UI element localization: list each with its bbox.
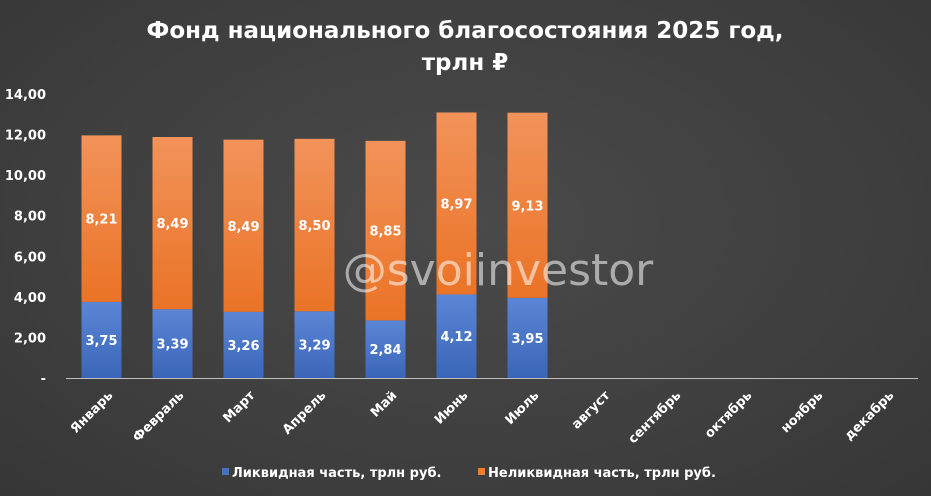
bar-illiquid <box>507 112 548 298</box>
bar-liquid <box>152 309 193 378</box>
bar-liquid <box>81 301 122 378</box>
bar-illiquid <box>436 112 477 295</box>
legend-label: Ликвидная часть, трлн руб. <box>232 466 441 481</box>
x-tick-label: сентябрь <box>626 388 685 447</box>
data-label: 8,50 <box>298 219 330 234</box>
x-tick-label: Январь <box>68 388 116 436</box>
bars <box>81 112 548 378</box>
data-label: 8,21 <box>85 213 117 228</box>
bar-liquid <box>436 294 477 378</box>
data-label: 8,49 <box>227 220 259 235</box>
data-label: 9,13 <box>511 199 543 214</box>
data-label: 4,12 <box>440 330 472 345</box>
y-tick-label: 10,00 <box>5 169 46 184</box>
y-tick-label: 12,00 <box>5 129 46 144</box>
x-tick-label: декабрь <box>842 388 898 444</box>
bar-illiquid <box>365 140 406 321</box>
chart-title-line: Фонд национального благосостояния 2025 г… <box>147 18 784 44</box>
y-tick-label: 6,00 <box>14 250 46 265</box>
bar-illiquid <box>81 135 122 302</box>
legend-label: Неликвидная часть, трлн руб. <box>488 466 716 481</box>
x-tick-label: Июнь <box>432 388 471 427</box>
bar-illiquid <box>152 137 193 310</box>
chart-title-line: трлн ₽ <box>422 50 509 76</box>
y-tick-label: 2,00 <box>14 331 46 346</box>
y-tick-label: 8,00 <box>14 210 46 225</box>
y-axis: - 2,00 4,00 6,00 8,00 10,00 12,00 14,00 <box>5 88 46 387</box>
bar-liquid <box>507 297 548 378</box>
y-tick-label: 4,00 <box>14 291 46 306</box>
bar-liquid <box>294 311 335 378</box>
data-label: 2,84 <box>369 343 401 358</box>
chart-title: Фонд национального благосостояния 2025 г… <box>147 18 784 76</box>
x-tick-label: Февраль <box>130 388 187 445</box>
data-label: 3,39 <box>156 338 188 353</box>
x-tick-label: Апрель <box>280 388 329 437</box>
data-label: 3,95 <box>511 332 543 347</box>
bar-illiquid <box>223 139 264 312</box>
legend: Ликвидная часть, трлн руб. Неликвидная ча… <box>222 466 716 481</box>
x-tick-label: Май <box>368 388 400 420</box>
data-label: 8,97 <box>440 197 472 212</box>
y-tick-label: 14,00 <box>5 88 46 103</box>
data-label: 8,85 <box>369 225 401 240</box>
x-tick-label: Июль <box>503 388 543 428</box>
x-tick-label: август <box>569 388 614 433</box>
bar-liquid <box>223 311 264 378</box>
watermark-text: @svoiinvestor <box>343 245 654 296</box>
x-axis: Январь Февраль Март Апрель Май Июнь Июль август… <box>66 378 918 447</box>
data-label: 3,26 <box>227 339 259 354</box>
bar-illiquid <box>294 138 335 312</box>
data-label: 3,75 <box>85 334 117 349</box>
x-tick-label: Март <box>220 388 258 426</box>
x-tick-label: ноябрь <box>778 388 826 436</box>
legend-swatch <box>222 468 229 475</box>
data-label: 3,29 <box>298 339 330 354</box>
data-labels: 3,75 8,21 3,39 8,49 3,26 8,49 3,29 8,50 2,84 8,85… <box>85 197 543 358</box>
x-tick-label: октябрь <box>702 388 755 441</box>
bar-liquid <box>365 320 406 378</box>
y-tick-label: - <box>41 372 46 387</box>
data-label: 8,49 <box>156 217 188 232</box>
legend-swatch <box>478 468 485 475</box>
watermark: @svoiinvestor <box>343 245 654 296</box>
